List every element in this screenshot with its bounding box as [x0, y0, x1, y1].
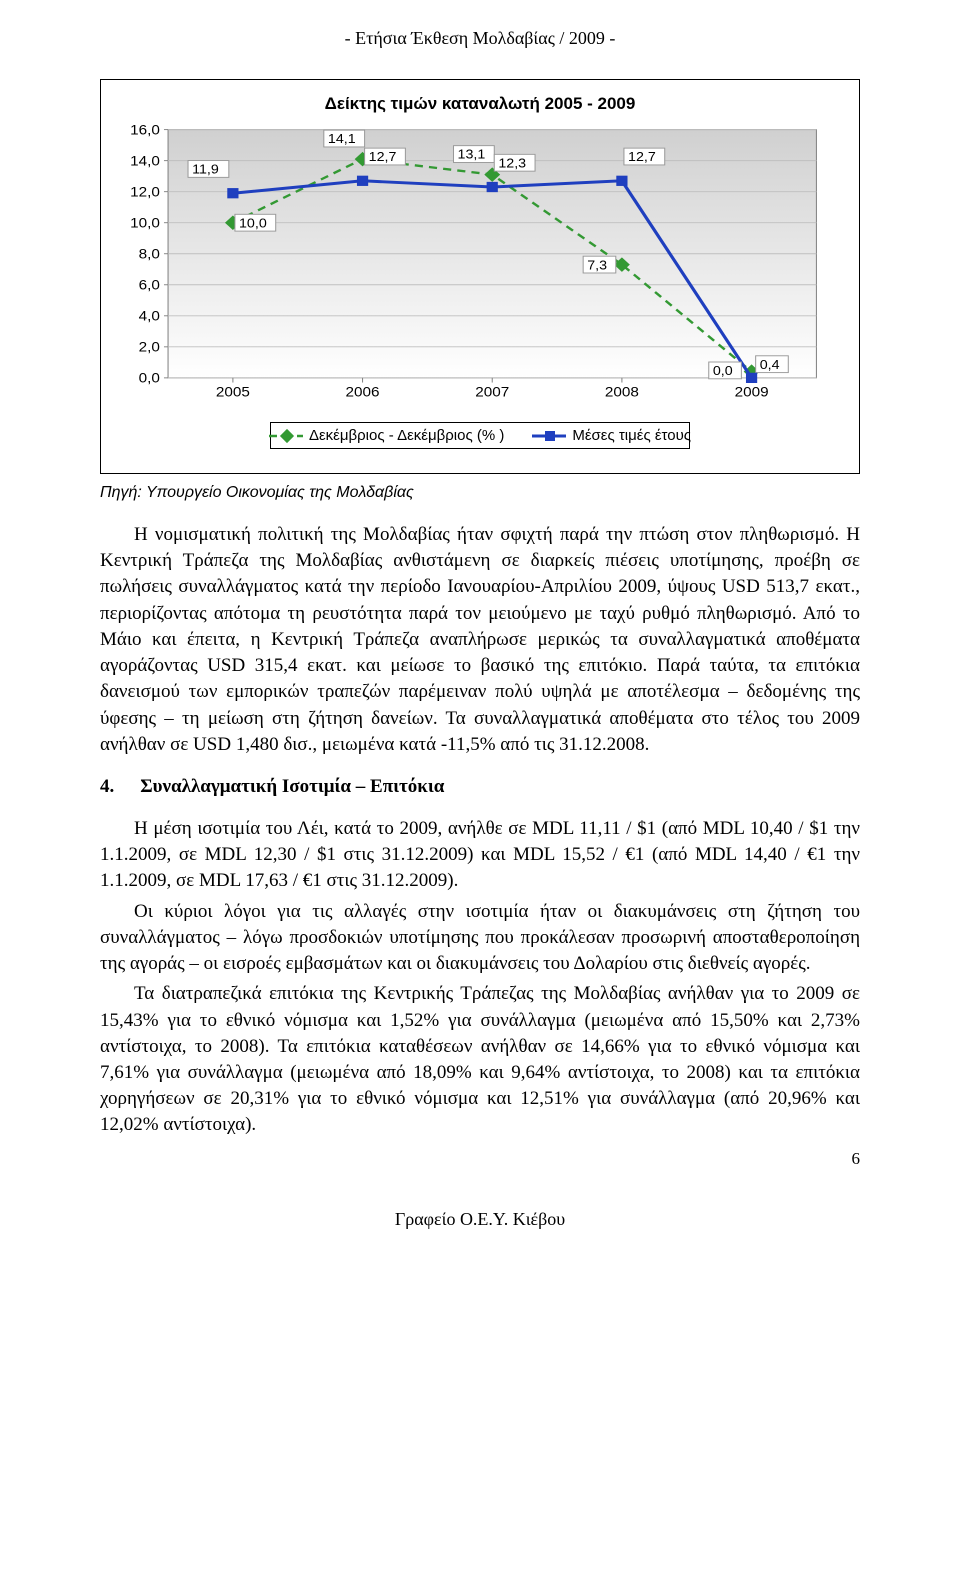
- legend-text-2: Μέσες τιμές έτους: [572, 427, 691, 444]
- paragraph-monetary-policy: Η νομισματική πολιτική της Μολδαβίας ήτα…: [100, 522, 860, 758]
- svg-text:14,0: 14,0: [130, 154, 160, 169]
- section-number: 4.: [100, 776, 114, 798]
- cpi-chart-container: Δείκτης τιμών καταναλωτή 2005 - 2009 0,0…: [100, 79, 860, 474]
- svg-text:2008: 2008: [605, 385, 639, 400]
- svg-text:0,4: 0,4: [760, 357, 780, 371]
- svg-text:16,0: 16,0: [130, 124, 160, 138]
- svg-text:11,9: 11,9: [192, 162, 219, 176]
- svg-text:14,1: 14,1: [328, 132, 356, 146]
- svg-text:10,0: 10,0: [130, 216, 160, 231]
- svg-text:2,0: 2,0: [139, 340, 160, 355]
- paragraph-exchange-1: Η μέση ισοτιμία του Λέι, κατά το 2009, α…: [100, 816, 860, 895]
- section-heading: 4. Συναλλαγματική Ισοτιμία – Επιτόκια: [100, 776, 860, 798]
- legend-text-1: Δεκέμβριος - Δεκέμβριος (% ): [309, 427, 504, 444]
- svg-text:12,0: 12,0: [130, 185, 160, 200]
- svg-text:12,3: 12,3: [498, 156, 526, 170]
- page-footer: Γραφείο Ο.Ε.Υ. Κιέβου: [100, 1209, 860, 1230]
- svg-text:6,0: 6,0: [139, 278, 160, 293]
- svg-text:10,0: 10,0: [239, 216, 267, 230]
- svg-text:2007: 2007: [475, 385, 509, 400]
- paragraph-exchange-3: Τα διατραπεζικά επιτόκια της Κεντρικής Τ…: [100, 981, 860, 1138]
- svg-text:0,0: 0,0: [139, 371, 160, 386]
- section-title: Συναλλαγματική Ισοτιμία – Επιτόκια: [140, 776, 444, 798]
- svg-text:4,0: 4,0: [139, 309, 160, 324]
- svg-text:2006: 2006: [346, 385, 380, 400]
- paragraph-exchange-2: Οι κύριοι λόγοι για τις αλλαγές στην ισο…: [100, 899, 860, 978]
- svg-text:7,3: 7,3: [587, 258, 607, 272]
- chart-title: Δείκτης τιμών καταναλωτή 2005 - 2009: [113, 94, 847, 114]
- svg-text:2009: 2009: [735, 385, 769, 400]
- page-header: - Ετήσια Έκθεση Μολδαβίας / 2009 -: [100, 28, 860, 49]
- svg-text:13,1: 13,1: [458, 147, 486, 161]
- chart-legend: Δεκέμβριος - Δεκέμβριος (% ) Μέσες τιμές…: [270, 422, 690, 449]
- svg-text:0,0: 0,0: [713, 364, 733, 378]
- legend-item-1: Δεκέμβριος - Δεκέμβριος (% ): [269, 427, 504, 444]
- legend-swatch-2: [532, 428, 566, 444]
- svg-text:12,7: 12,7: [628, 150, 656, 164]
- svg-text:12,7: 12,7: [369, 150, 397, 164]
- svg-text:8,0: 8,0: [139, 247, 160, 262]
- chart-plot: 0,0 2,0 4,0 6,0 8,0 10,0 12,0 14,0 16,0 2005 2006 2…: [113, 124, 847, 404]
- svg-text:2005: 2005: [216, 385, 250, 400]
- page-number: 6: [100, 1149, 860, 1169]
- legend-item-2: Μέσες τιμές έτους: [532, 427, 691, 444]
- chart-source: Πηγή: Υπουργείο Οικονομίας της Μολδαβίας: [100, 484, 860, 502]
- legend-swatch-1: [269, 428, 303, 444]
